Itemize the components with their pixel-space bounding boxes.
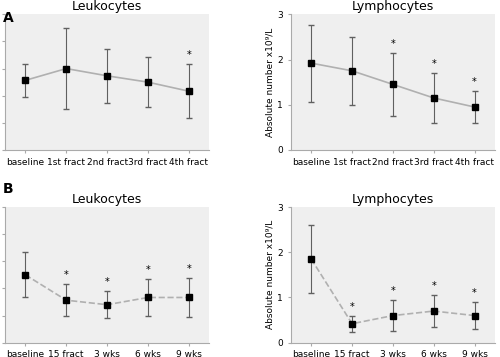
Text: *: * <box>186 263 191 273</box>
Text: *: * <box>186 50 191 60</box>
Text: A: A <box>2 11 13 25</box>
Y-axis label: Absolute number x10⁹/L: Absolute number x10⁹/L <box>266 220 274 330</box>
Text: *: * <box>390 39 396 49</box>
Text: *: * <box>390 286 396 296</box>
Y-axis label: Absolute number x10⁹/L: Absolute number x10⁹/L <box>266 27 274 137</box>
Text: *: * <box>104 277 110 287</box>
Text: *: * <box>472 77 477 87</box>
Text: *: * <box>146 265 150 275</box>
Text: *: * <box>432 59 436 69</box>
Title: Lymphocytes: Lymphocytes <box>352 193 434 206</box>
Text: B: B <box>2 182 13 196</box>
Title: Leukocytes: Leukocytes <box>72 0 142 13</box>
Text: *: * <box>472 288 477 298</box>
Text: *: * <box>350 302 354 312</box>
Text: *: * <box>432 281 436 291</box>
Text: *: * <box>64 270 68 280</box>
Title: Lymphocytes: Lymphocytes <box>352 0 434 13</box>
Title: Leukocytes: Leukocytes <box>72 193 142 206</box>
